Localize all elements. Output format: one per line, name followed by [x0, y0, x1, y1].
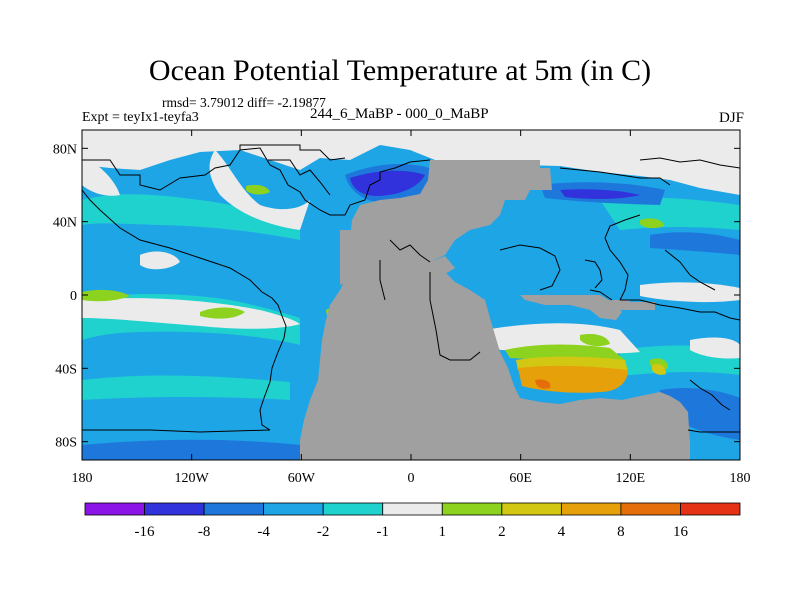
lon-tick-label: 60E [509, 471, 532, 486]
lat-tick-label: 0 [70, 289, 77, 304]
colorbar-swatch [263, 502, 324, 516]
lat-tick-label: 40N [53, 216, 77, 231]
lon-tick-label: 120E [616, 471, 646, 486]
colorbar-label: -8 [198, 524, 211, 540]
colorbar-label: 1 [439, 524, 447, 540]
lon-tick-label: 60W [288, 471, 316, 486]
lon-tick-label: 180 [730, 471, 751, 486]
colorbar-label: 16 [673, 524, 689, 540]
stats-label: rmsd= 3.79012 diff= -2.19877 [162, 95, 326, 110]
lon-tick-label: 0 [408, 471, 415, 486]
case-label: 244_6_MaBP - 000_0_MaBP [310, 106, 489, 122]
colorbar-label: -16 [135, 524, 155, 540]
axis-ticks: 180 120W 60W 0 60E 120E 180 80N 40N 0 40S 80S [53, 130, 751, 486]
colorbar-swatch [84, 502, 145, 516]
lat-tick-label: 40S [55, 362, 77, 377]
lon-tick-label: 120W [175, 471, 210, 486]
experiment-label: Expt = teyIx1-teyfa3 [82, 110, 199, 125]
colorbar-label: 2 [498, 524, 506, 540]
colorbar-label: 8 [617, 524, 625, 540]
lat-tick-label: 80S [55, 436, 77, 451]
colorbar: -16 -8 -4 -2 -1 1 2 4 8 16 [84, 502, 741, 540]
colorbar-swatch [144, 502, 205, 516]
colorbar-label: -4 [257, 524, 270, 540]
colorbar-label: -1 [376, 524, 389, 540]
colorbar-swatch [322, 502, 384, 516]
colorbar-swatch [620, 502, 681, 516]
colorbar-swatch [203, 502, 265, 516]
colorbar-swatch [501, 502, 562, 516]
colorbar-swatch [382, 502, 443, 516]
colorbar-swatch [560, 502, 622, 516]
lon-tick-label: 180 [72, 471, 93, 486]
plot-title: Ocean Potential Temperature at 5m (in C) [148, 54, 652, 87]
season-label: DJF [718, 110, 744, 126]
colorbar-swatch [680, 502, 741, 516]
colorbar-label: -2 [317, 524, 330, 540]
colorbar-label: 4 [558, 524, 566, 540]
colorbar-swatch [441, 502, 503, 516]
map-field [82, 130, 740, 460]
lat-tick-label: 80N [53, 142, 77, 157]
